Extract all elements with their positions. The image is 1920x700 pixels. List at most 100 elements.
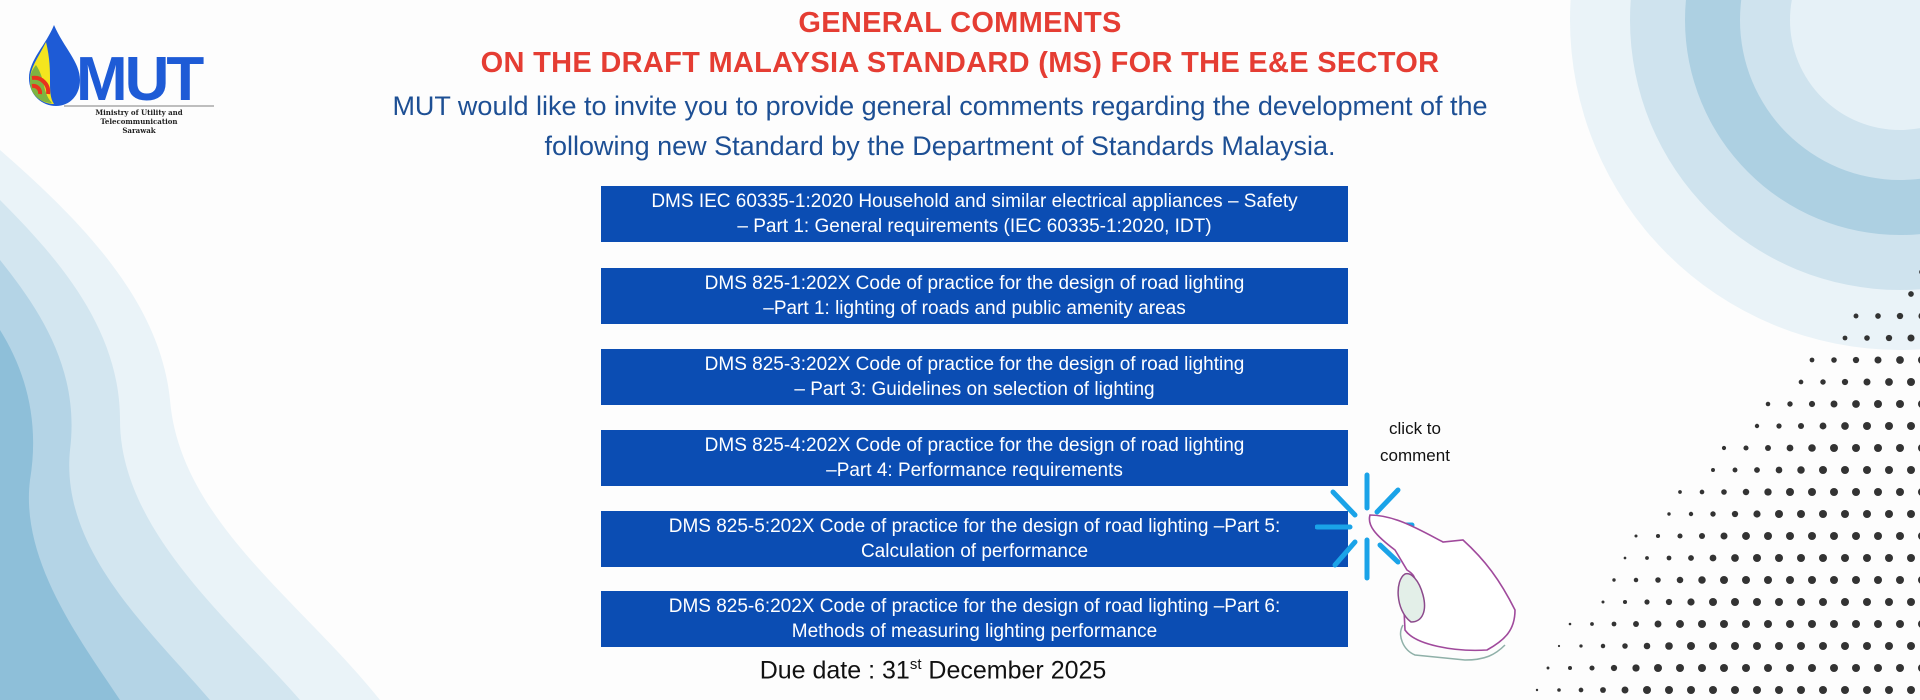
decor-dot [1841, 598, 1849, 606]
decor-dot [1709, 598, 1717, 606]
decor-dot [1731, 642, 1739, 650]
decor-dot [1786, 664, 1794, 672]
decor-dot [1841, 466, 1849, 474]
decor-dot [1907, 686, 1915, 694]
decor-dot [1885, 598, 1893, 606]
decor-dot [1819, 642, 1827, 650]
standard-link-825-6[interactable]: DMS 825-6:202X Code of practice for the … [601, 591, 1348, 647]
decor-dot [1578, 687, 1584, 693]
standard-link-825-1[interactable]: DMS 825-1:202X Code of practice for the … [601, 268, 1348, 324]
decor-dot [1709, 686, 1717, 694]
decor-dot [1852, 620, 1860, 628]
decor-dot [1698, 576, 1706, 584]
decor-dot [1742, 532, 1750, 540]
decor-dot [1863, 466, 1871, 474]
decor-dot [1645, 556, 1649, 560]
decor-dot [1896, 620, 1904, 628]
decor-dot [1896, 488, 1904, 496]
decor-dot [1885, 466, 1893, 474]
decor-dot [1557, 644, 1561, 648]
intro-line1: MUT would like to invite you to provide … [392, 91, 1488, 121]
standard-line1: DMS IEC 60335-1:2020 Household and simil… [651, 191, 1298, 212]
decor-dot [1775, 686, 1783, 694]
decor-dot [1875, 313, 1881, 319]
standard-line1: DMS 825-3:202X Code of practice for the … [704, 354, 1245, 375]
decor-dot [1841, 510, 1849, 518]
decor-dot [1753, 554, 1761, 562]
decor-dot [1764, 532, 1772, 540]
decor-dot [1874, 532, 1882, 540]
decor-dot [1600, 687, 1606, 693]
dot-pattern [1535, 269, 1920, 694]
standard-link-825-4[interactable]: DMS 825-4:202X Code of practice for the … [601, 430, 1348, 486]
decor-dot [1841, 642, 1849, 650]
decor-dot [1798, 379, 1804, 385]
decor-dot [1896, 400, 1904, 408]
decor-dot [1797, 642, 1805, 650]
decor-dot [1797, 466, 1805, 474]
decor-dot [1775, 642, 1783, 650]
svg-text:Sarawak: Sarawak [122, 126, 155, 134]
decor-dot [1830, 576, 1838, 584]
decor-dot [1720, 532, 1728, 540]
decor-dot [1711, 468, 1715, 472]
standard-line2: Calculation of performance [860, 541, 1089, 562]
decor-dot [1742, 576, 1750, 584]
decor-dot [1743, 445, 1749, 451]
decor-dot [1557, 688, 1561, 692]
standard-link-825-3[interactable]: DMS 825-3:202X Code of practice for the … [601, 349, 1348, 405]
decor-dot [1907, 378, 1915, 386]
decor-dot [1654, 664, 1662, 672]
decor-dot [1731, 686, 1739, 694]
decor-dot [1787, 401, 1793, 407]
decor-dot [1808, 576, 1816, 584]
decor-dot [1885, 642, 1893, 650]
decor-dot [1698, 664, 1706, 672]
decor-dot [1852, 576, 1860, 584]
decor-dot [1601, 600, 1605, 604]
decor-dot [1786, 444, 1794, 452]
decor-dot [1775, 598, 1783, 606]
decor-dot [1665, 686, 1673, 694]
decor-dot [1842, 335, 1848, 341]
decor-dot [1742, 488, 1750, 496]
decor-dot [1874, 444, 1882, 452]
decor-dot [1600, 643, 1606, 649]
decor-dot [1676, 664, 1684, 672]
pointing-hand-click-icon[interactable] [1315, 470, 1575, 670]
decor-dot [1677, 533, 1683, 539]
decor-dot [1742, 620, 1750, 628]
decor-dot [1819, 554, 1827, 562]
decor-dot [1808, 664, 1816, 672]
decor-dot [1808, 444, 1816, 452]
decor-dot [1830, 532, 1838, 540]
decor-dot [1819, 466, 1827, 474]
decor-dot [1632, 664, 1640, 672]
decor-dot [1820, 379, 1826, 385]
page-title-line1: GENERAL COMMENTS [798, 7, 1122, 39]
decor-dot [1687, 686, 1695, 694]
decor-dot [1775, 554, 1783, 562]
decor-dot [1797, 598, 1805, 606]
decor-dot [1808, 620, 1816, 628]
decor-dot [1579, 644, 1583, 648]
decor-dot [1863, 598, 1871, 606]
decor-dot [1885, 554, 1893, 562]
decor-dot [1830, 488, 1838, 496]
decor-dot [1765, 401, 1771, 407]
decor-dot [1622, 599, 1628, 605]
standard-link-iec-60335-1[interactable]: DMS IEC 60335-1:2020 Household and simil… [601, 186, 1348, 242]
cta-line1: click to [1389, 419, 1441, 438]
decor-dot [1688, 511, 1694, 517]
decor-dot [1742, 664, 1750, 672]
decor-dot [1654, 620, 1662, 628]
decor-dot [1907, 642, 1915, 650]
decor-dot [1808, 488, 1816, 496]
decor-dot [1863, 554, 1871, 562]
decor-dot [1764, 488, 1772, 496]
decor-dot [1775, 466, 1783, 474]
decor-dot [1568, 666, 1572, 670]
standard-link-825-5[interactable]: DMS 825-5:202X Code of practice for the … [601, 511, 1348, 567]
decor-dot [1797, 686, 1805, 694]
decor-dot [1874, 356, 1882, 364]
